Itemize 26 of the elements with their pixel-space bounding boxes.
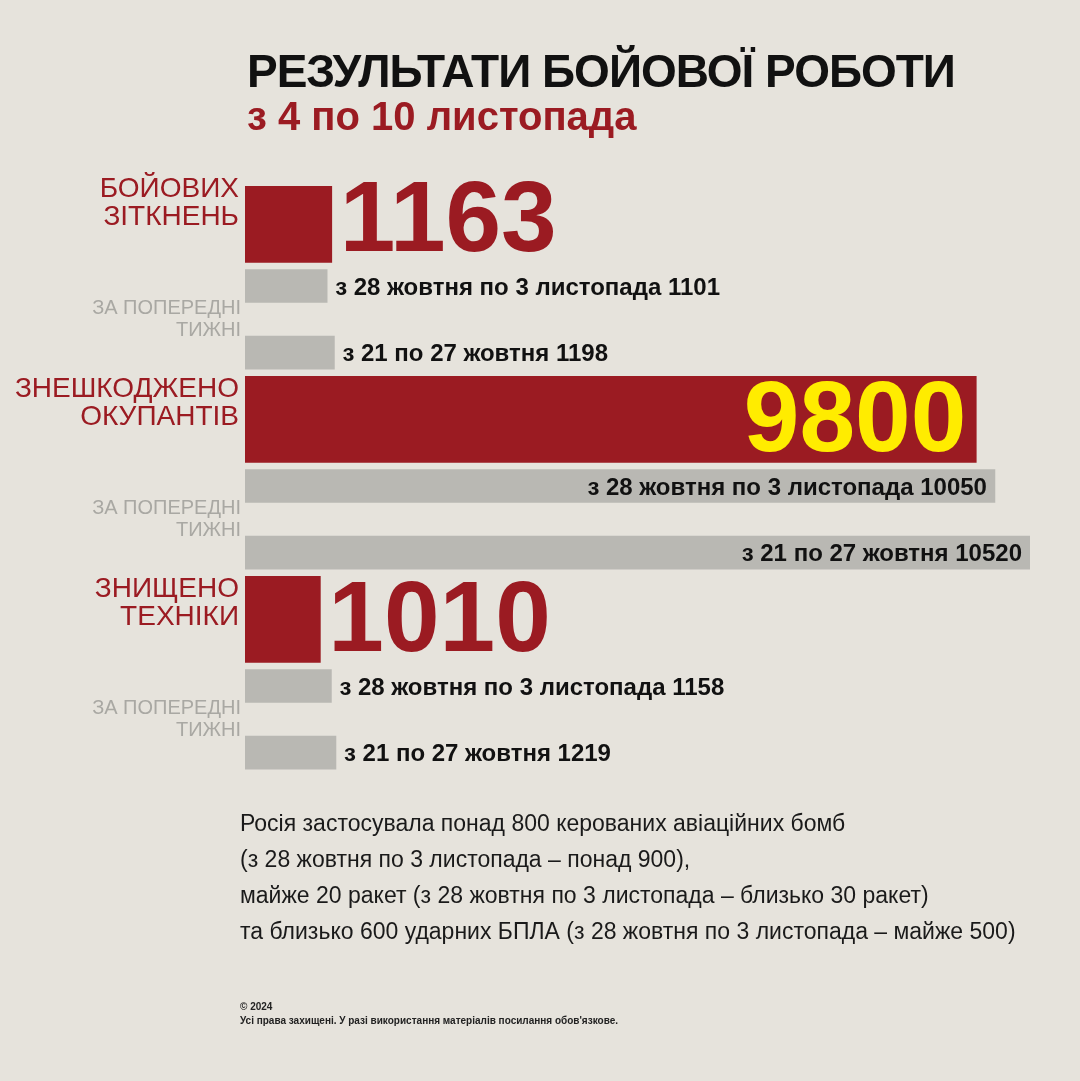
data-label: з 21 по 27 жовтня 10520 bbox=[741, 539, 1022, 567]
text: (з 28 жовтня по 3 листопада – понад 900), bbox=[240, 845, 692, 874]
text: © 2024 bbox=[240, 1000, 274, 1014]
text: ЗА ПОПЕРЕДНІ ТИЖНІ bbox=[92, 495, 241, 540]
data-label: 9800 bbox=[743, 359, 967, 472]
data-label: з 21 по 27 жовтня 1198 bbox=[342, 339, 609, 367]
text: та близько 600 ударних БПЛА (з 28 жовтня по 3 листопада – майже 500) bbox=[240, 917, 1016, 946]
text: майже 20 ракет (з 28 жовтня по 3 листопада – близько 30 ракет) bbox=[240, 881, 930, 910]
y-tick-label: ЗНЕШКОДЖЕНО ОКУПАНТІВ bbox=[14, 372, 239, 432]
text: ЗА ПОПЕРЕДНІ ТИЖНІ bbox=[92, 295, 241, 340]
bar bbox=[245, 269, 328, 303]
text: Росія застосувала понад 800 керованих авіаційних бомб bbox=[240, 809, 847, 838]
y-tick-label: БОЙОВИХ ЗІТКНЕНЬ bbox=[99, 172, 240, 232]
data-label: з 28 жовтня по 3 листопада 10050 bbox=[587, 472, 987, 500]
text: Усі права захищені. У разі використання матеріалів посилання обов'язкове. bbox=[240, 1014, 619, 1028]
bar bbox=[245, 576, 321, 663]
y-tick-label: ЗНИЩЕНО ТЕХНІКИ bbox=[94, 572, 239, 632]
data-label: з 28 жовтня по 3 листопада 1101 bbox=[335, 272, 720, 300]
data-label: з 21 по 27 жовтня 1219 bbox=[343, 739, 611, 767]
data-label: 1010 bbox=[328, 559, 551, 672]
bar bbox=[245, 669, 332, 703]
bar bbox=[245, 335, 335, 370]
data-label: з 28 жовтня по 3 листопада 1158 bbox=[339, 672, 725, 700]
data-label: 1163 bbox=[339, 159, 557, 272]
bar bbox=[245, 735, 337, 770]
text: ЗА ПОПЕРЕДНІ ТИЖНІ bbox=[92, 695, 241, 740]
